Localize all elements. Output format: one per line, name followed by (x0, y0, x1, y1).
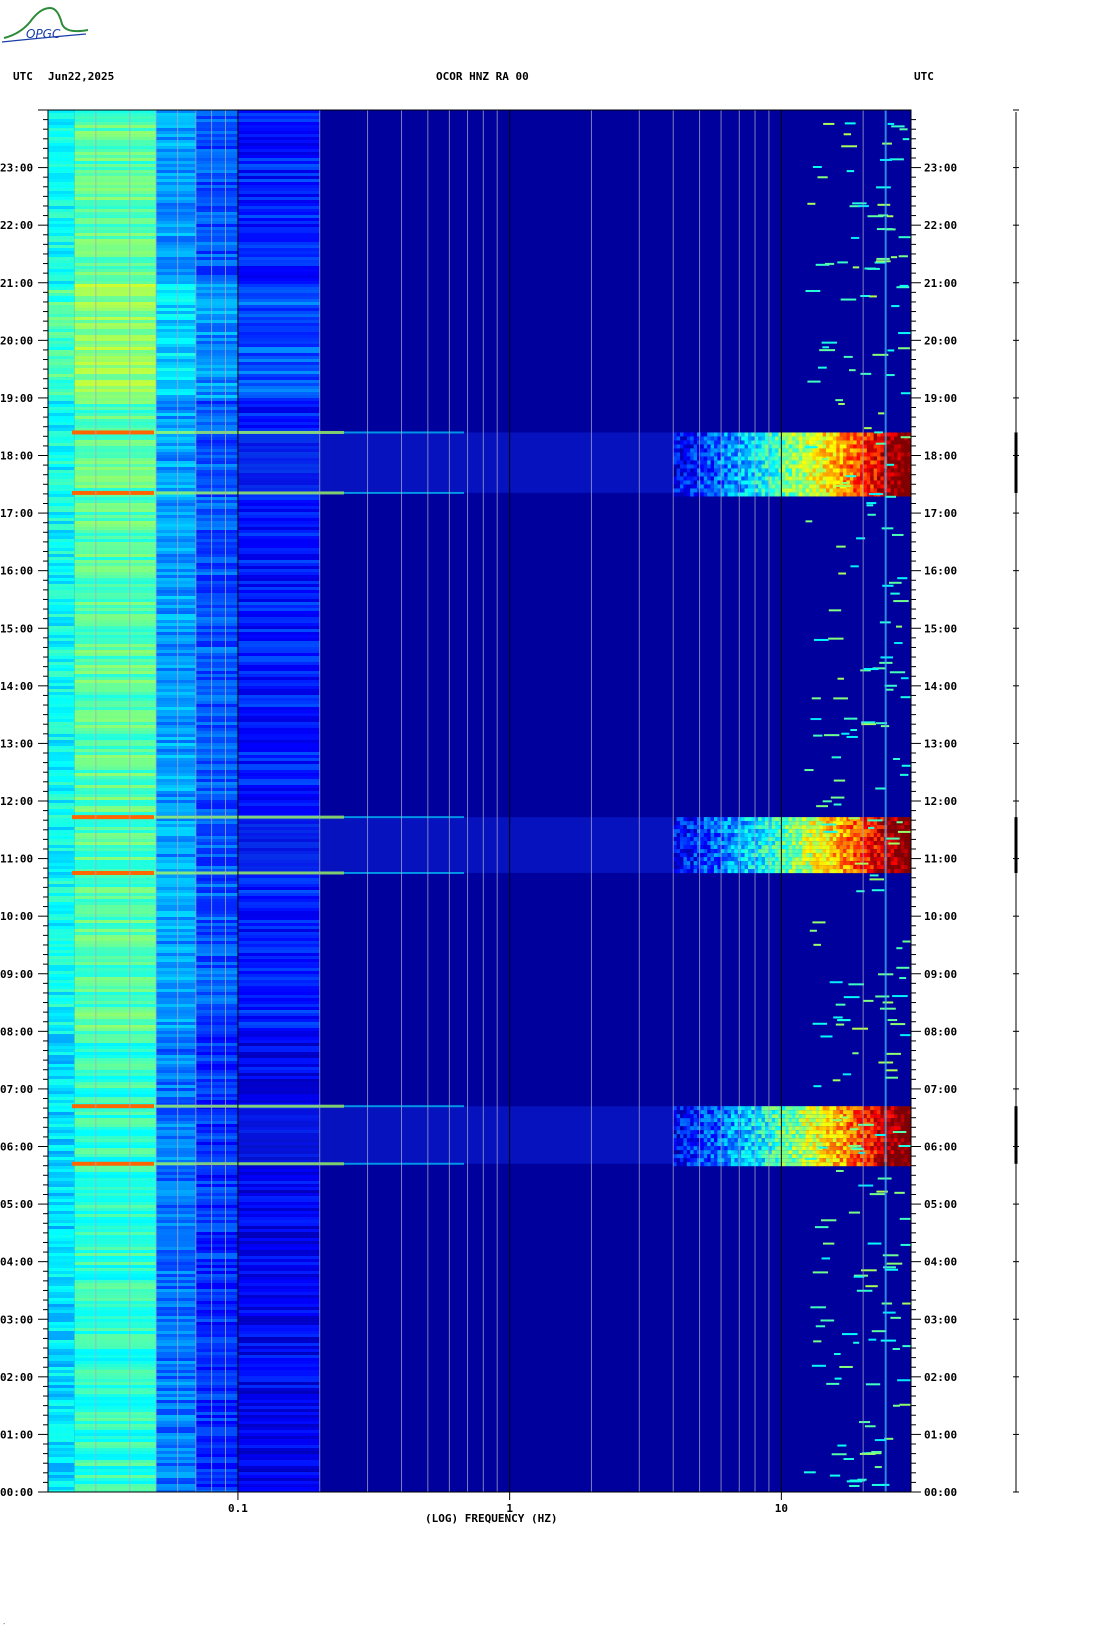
y-tick-label-right: 15:00 (924, 622, 957, 635)
y-tick-label-right: 12:00 (924, 795, 957, 808)
x-tick-label: 10 (775, 1502, 788, 1515)
event-band (72, 430, 911, 497)
x-axis-label: (LOG) FREQUENCY (HZ) (425, 1512, 558, 1525)
station-title: OCOR HNZ RA 00 (436, 70, 529, 83)
event-band (72, 815, 911, 875)
y-tick-label-left: 08:00 (0, 1025, 33, 1038)
y-tick-label-right: 07:00 (924, 1083, 957, 1096)
y-tick-label-left: 12:00 (0, 795, 33, 808)
y-tick-label-left: 13:00 (0, 737, 33, 750)
y-tick-label-left: 01:00 (0, 1428, 33, 1441)
y-tick-label-right: 08:00 (924, 1025, 957, 1038)
y-tick-label-left: 15:00 (0, 622, 33, 635)
y-tick-label-right: 13:00 (924, 737, 957, 750)
y-tick-label-right: 04:00 (924, 1256, 957, 1269)
y-tick-label-left: 21:00 (0, 277, 33, 290)
y-tick-label-right: 20:00 (924, 334, 957, 347)
corner-mark: ′ (2, 1622, 7, 1630)
y-tick-label-right: 18:00 (924, 450, 957, 463)
y-tick-label-left: 09:00 (0, 968, 33, 981)
y-tick-label-left: 04:00 (0, 1256, 33, 1269)
y-tick-label-right: 10:00 (924, 910, 957, 923)
logo-text: OPGC (26, 27, 61, 41)
y-tick-label-right: 01:00 (924, 1428, 957, 1441)
y-tick-label-left: 14:00 (0, 680, 33, 693)
y-tick-label-left: 11:00 (0, 853, 33, 866)
y-tick-label-right: 00:00 (924, 1486, 957, 1499)
y-tick-label-right: 16:00 (924, 565, 957, 578)
y-tick-label-left: 06:00 (0, 1141, 33, 1154)
y-tick-label-left: 03:00 (0, 1313, 33, 1326)
y-tick-label-left: 23:00 (0, 162, 33, 175)
left-utc-label: UTC (13, 70, 33, 83)
y-tick-label-left: 02:00 (0, 1371, 33, 1384)
y-tick-label-left: 05:00 (0, 1198, 33, 1211)
y-tick-label-left: 07:00 (0, 1083, 33, 1096)
y-tick-label-right: 17:00 (924, 507, 957, 520)
logo-underline (1, 33, 87, 43)
right-utc-label: UTC (914, 70, 934, 83)
opgc-logo: OPGC (1, 6, 89, 43)
y-tick-label-right: 11:00 (924, 853, 957, 866)
y-tick-label-right: 02:00 (924, 1371, 957, 1384)
y-tick-label-left: 19:00 (0, 392, 33, 405)
y-tick-label-right: 09:00 (924, 968, 957, 981)
y-tick-label-left: 22:00 (0, 219, 33, 232)
y-tick-label-left: 20:00 (0, 334, 33, 347)
y-tick-label-left: 00:00 (0, 1486, 33, 1499)
logo-volcano-curve (3, 6, 89, 39)
y-tick-label-right: 22:00 (924, 219, 957, 232)
y-tick-label-right: 14:00 (924, 680, 957, 693)
date-label: Jun22,2025 (48, 70, 115, 83)
y-tick-label-left: 17:00 (0, 507, 33, 520)
y-tick-label-right: 03:00 (924, 1313, 957, 1326)
y-tick-label-right: 21:00 (924, 277, 957, 290)
y-tick-label-left: 10:00 (0, 910, 33, 923)
y-tick-label-left: 16:00 (0, 565, 33, 578)
y-tick-label-right: 23:00 (924, 162, 957, 175)
y-tick-label-left: 18:00 (0, 450, 33, 463)
x-tick-label: 1 (506, 1502, 513, 1515)
y-tick-label-right: 19:00 (924, 392, 957, 405)
y-tick-label-right: 06:00 (924, 1141, 957, 1154)
x-tick-label: 0.1 (228, 1502, 248, 1515)
y-tick-label-right: 05:00 (924, 1198, 957, 1211)
